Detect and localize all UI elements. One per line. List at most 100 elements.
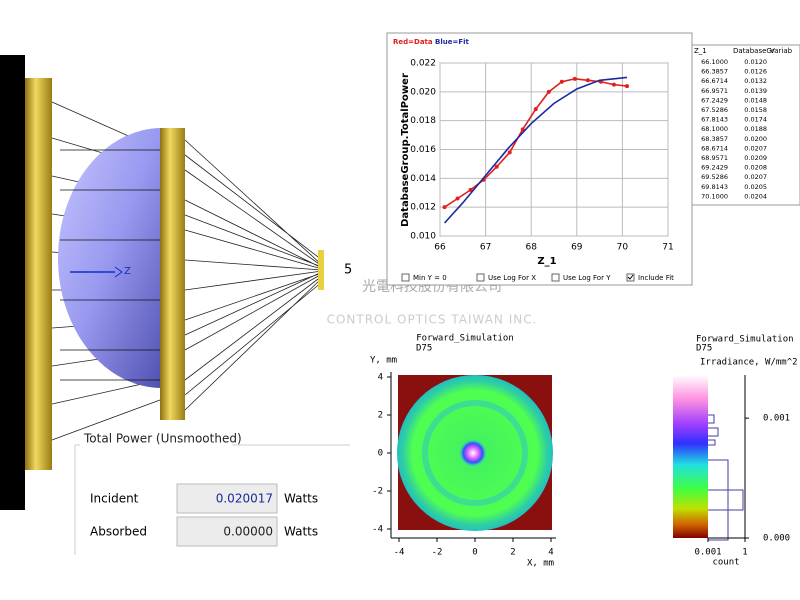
checkbox[interactable] <box>476 273 485 282</box>
table-cell: 69.5286 <box>701 173 728 181</box>
table-cell: 0.0174 <box>744 116 767 124</box>
table-cell: 67.2429 <box>701 96 728 104</box>
table-cell: 0.0132 <box>744 77 767 85</box>
table-cell: 0.0200 <box>744 135 767 143</box>
series-line <box>443 76 628 224</box>
x-tick-label: 68 <box>525 243 537 253</box>
bar-subtitle: D75 <box>696 344 712 354</box>
watermark-en: CONTROL OPTICS TAIWAN INC. <box>327 313 538 327</box>
field-value: 0.00000 <box>223 525 273 539</box>
y-tick-label: 0.022 <box>410 59 436 69</box>
table-cell: 68.3857 <box>701 135 728 143</box>
x-tick-label: 0.001 <box>694 548 721 558</box>
x-axis-title: X, mm <box>527 559 554 569</box>
checkbox-label: Min Y = 0 <box>413 274 447 282</box>
y-tick-label: 0.012 <box>410 203 436 213</box>
x-tick-label: 70 <box>617 243 629 253</box>
map-spot <box>459 439 487 467</box>
table-cell: 68.9571 <box>701 154 728 162</box>
table-cell: 0.0208 <box>744 164 767 172</box>
table-cell: 67.8143 <box>701 116 728 124</box>
table-cell: 66.6714 <box>701 77 728 85</box>
z-label: Z <box>124 266 131 277</box>
image-label: 5 <box>344 263 352 278</box>
data-point <box>520 127 525 132</box>
checkbox-label: Include Fit <box>638 274 674 282</box>
legend-entry: Blue=Fit <box>435 38 470 46</box>
legend-entry: Red=Data <box>393 38 433 46</box>
checkbox[interactable] <box>401 273 410 282</box>
checkbox-label: Use Log For X <box>488 274 536 282</box>
table-cell: 69.2429 <box>701 164 728 172</box>
table-cell: 67.5286 <box>701 106 728 114</box>
table-cell: 0.0207 <box>744 144 767 152</box>
data-point <box>624 84 629 89</box>
table-cell: 0.0204 <box>744 192 767 200</box>
table-cell: 70.1000 <box>701 192 728 200</box>
table-cell: 0.0148 <box>744 96 767 104</box>
field-label: Incident <box>90 492 139 506</box>
x-tick-label: 1 <box>742 548 747 558</box>
field-value: 0.020017 <box>216 492 273 506</box>
map-ring <box>422 400 528 506</box>
y-tick-label: 0.014 <box>410 174 436 184</box>
source-strip <box>0 55 25 510</box>
x-tick-label: 2 <box>510 548 515 558</box>
data-point <box>611 82 616 87</box>
checkbox[interactable] <box>551 273 560 282</box>
histogram <box>708 414 744 541</box>
lens-plate <box>25 78 52 470</box>
y-tick-label: 0.010 <box>410 232 436 242</box>
x-axis-title: Z_1 <box>537 256 556 267</box>
data-point <box>585 78 590 83</box>
y-axis-title: DatabaseGroup.TotalPower <box>400 73 411 227</box>
data-point <box>455 196 460 201</box>
bar-title: Forward_Simulation <box>696 335 794 345</box>
table-cell: 66.1000 <box>701 58 728 66</box>
dome-lens <box>58 128 162 388</box>
x-axis-title: count <box>712 558 739 568</box>
ray-bundle <box>60 149 160 381</box>
axis-line <box>708 375 746 539</box>
field-unit: Watts <box>284 492 318 506</box>
table-cell: 68.1000 <box>701 125 728 133</box>
table-header: Variab <box>770 47 793 55</box>
data-point <box>468 187 473 192</box>
y-tick-label: 0.000 <box>763 534 790 544</box>
table-cell: 0.0126 <box>744 68 767 76</box>
bar-label: Irradiance, W/mm^2 <box>700 358 798 368</box>
y-tick-label: -2 <box>372 487 383 497</box>
table-cell: 0.0188 <box>744 125 767 133</box>
checkbox-label: Use Log For Y <box>563 274 611 282</box>
data-point <box>442 205 447 210</box>
table-cell: 0.0209 <box>744 154 767 162</box>
table-cell: 68.6714 <box>701 144 728 152</box>
data-point <box>546 89 551 94</box>
x-tick-label: -2 <box>432 548 443 558</box>
exit-plate <box>160 128 185 420</box>
x-tick-label: 66 <box>434 243 446 253</box>
y-tick-label: 2 <box>378 411 383 421</box>
x-tick-label: 4 <box>548 548 553 558</box>
checkbox-row: Min Y = 0 Use Log For X Use Log For Y Inclu… <box>401 273 674 282</box>
y-tick-label: -4 <box>372 525 383 535</box>
data-point <box>572 76 577 81</box>
data-point <box>533 107 538 112</box>
table-cell: 66.3857 <box>701 68 728 76</box>
colorbar <box>673 375 708 538</box>
data-table <box>691 44 800 206</box>
raytrace: Z 5 <box>0 55 352 510</box>
y-tick-label: 0.018 <box>410 116 436 126</box>
table-cell: 0.0207 <box>744 173 767 181</box>
table-cell: 0.0139 <box>744 87 767 95</box>
field-box <box>176 516 278 547</box>
field-box <box>176 483 278 514</box>
power-title: Total Power (Unsmoothed) <box>83 432 242 446</box>
table-cell: 69.8143 <box>701 183 728 191</box>
data-point <box>507 150 512 155</box>
data-point <box>494 164 499 169</box>
